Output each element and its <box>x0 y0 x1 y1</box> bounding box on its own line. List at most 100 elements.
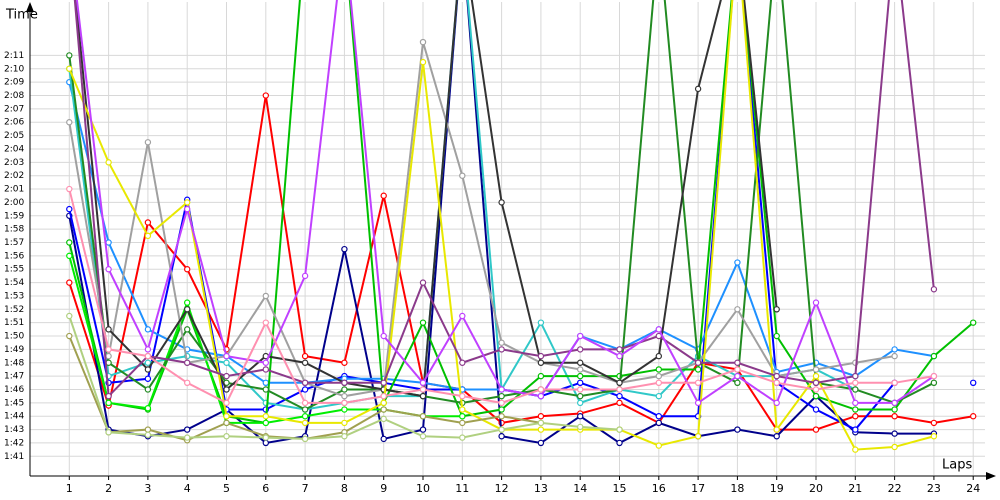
point <box>616 346 623 353</box>
point <box>301 406 309 413</box>
point <box>694 85 702 93</box>
point <box>105 399 112 407</box>
x-tick-label: 8 <box>341 482 348 495</box>
point <box>262 439 270 447</box>
point <box>419 279 427 286</box>
point <box>891 352 898 360</box>
point <box>577 399 584 407</box>
point <box>773 332 780 340</box>
y-tick-label: 1:43 <box>4 425 24 435</box>
y-tick-label: 1:54 <box>4 278 24 288</box>
point <box>812 392 820 400</box>
point <box>380 379 387 387</box>
point <box>262 413 270 420</box>
x-tick-label: 12 <box>495 482 509 495</box>
point <box>419 379 427 387</box>
point <box>655 379 663 387</box>
point <box>773 399 780 407</box>
point <box>184 306 191 313</box>
point <box>262 319 270 326</box>
point <box>734 426 741 433</box>
point <box>223 419 230 427</box>
series-layer <box>66 0 976 453</box>
point <box>616 426 623 433</box>
point <box>223 352 230 360</box>
y-tick-label: 1:41 <box>4 452 24 462</box>
point <box>66 332 73 340</box>
point <box>577 372 584 380</box>
point <box>655 326 663 333</box>
y-tick-label: 1:50 <box>4 332 24 342</box>
point <box>144 219 152 226</box>
x-tick-label: 19 <box>770 482 784 495</box>
point <box>223 386 230 393</box>
point <box>459 419 466 427</box>
point <box>734 259 741 266</box>
point <box>144 375 152 382</box>
x-tick-label: 4 <box>184 482 191 495</box>
x-tick-label: 15 <box>613 482 627 495</box>
point <box>144 386 152 393</box>
point <box>852 446 859 453</box>
y-tick-label: 2:00 <box>4 198 24 208</box>
point <box>891 413 898 420</box>
point <box>419 386 427 393</box>
point <box>262 379 270 387</box>
x-tick-label: 2 <box>105 482 112 495</box>
x-tick-label: 3 <box>144 482 151 495</box>
point <box>105 266 112 273</box>
point <box>812 299 820 306</box>
point <box>773 306 780 313</box>
series-line <box>68 0 856 411</box>
point <box>498 386 505 393</box>
y-tick-label: 2:07 <box>4 104 24 114</box>
point <box>341 406 348 413</box>
point <box>184 434 191 441</box>
point <box>616 392 623 400</box>
point <box>144 426 152 433</box>
point <box>144 346 152 353</box>
point <box>105 429 112 436</box>
point <box>655 442 663 449</box>
point <box>734 372 741 380</box>
point <box>223 359 230 366</box>
point <box>184 266 191 273</box>
point <box>891 346 898 353</box>
point <box>577 423 584 431</box>
point <box>419 38 427 46</box>
point <box>577 346 584 353</box>
point <box>459 312 466 320</box>
point <box>459 392 466 400</box>
y-tick-label: 1:57 <box>4 238 24 248</box>
x-tick-label: 13 <box>534 482 548 495</box>
point <box>380 415 387 423</box>
point <box>184 426 191 433</box>
y-tick-label: 2:05 <box>4 131 24 141</box>
point <box>734 379 741 387</box>
point <box>537 352 545 360</box>
point <box>930 286 938 293</box>
point <box>301 272 309 280</box>
y-tick-label: 1:45 <box>4 398 24 408</box>
y-tick-label: 1:44 <box>4 412 24 422</box>
point <box>419 426 427 433</box>
point <box>577 379 584 387</box>
point <box>419 413 427 420</box>
y-tick-label: 1:51 <box>4 318 24 328</box>
point <box>341 386 348 393</box>
point <box>419 392 427 400</box>
point <box>301 419 309 427</box>
point <box>301 413 309 420</box>
point <box>891 406 898 413</box>
point <box>616 352 623 360</box>
point <box>498 339 505 346</box>
y-tick-label: 1:46 <box>4 385 24 395</box>
y-axis-title: Time <box>5 8 38 23</box>
point <box>773 372 780 380</box>
point <box>852 406 859 413</box>
point <box>812 372 820 380</box>
point <box>694 399 702 407</box>
point <box>891 379 898 387</box>
x-tick-label: 22 <box>888 482 902 495</box>
